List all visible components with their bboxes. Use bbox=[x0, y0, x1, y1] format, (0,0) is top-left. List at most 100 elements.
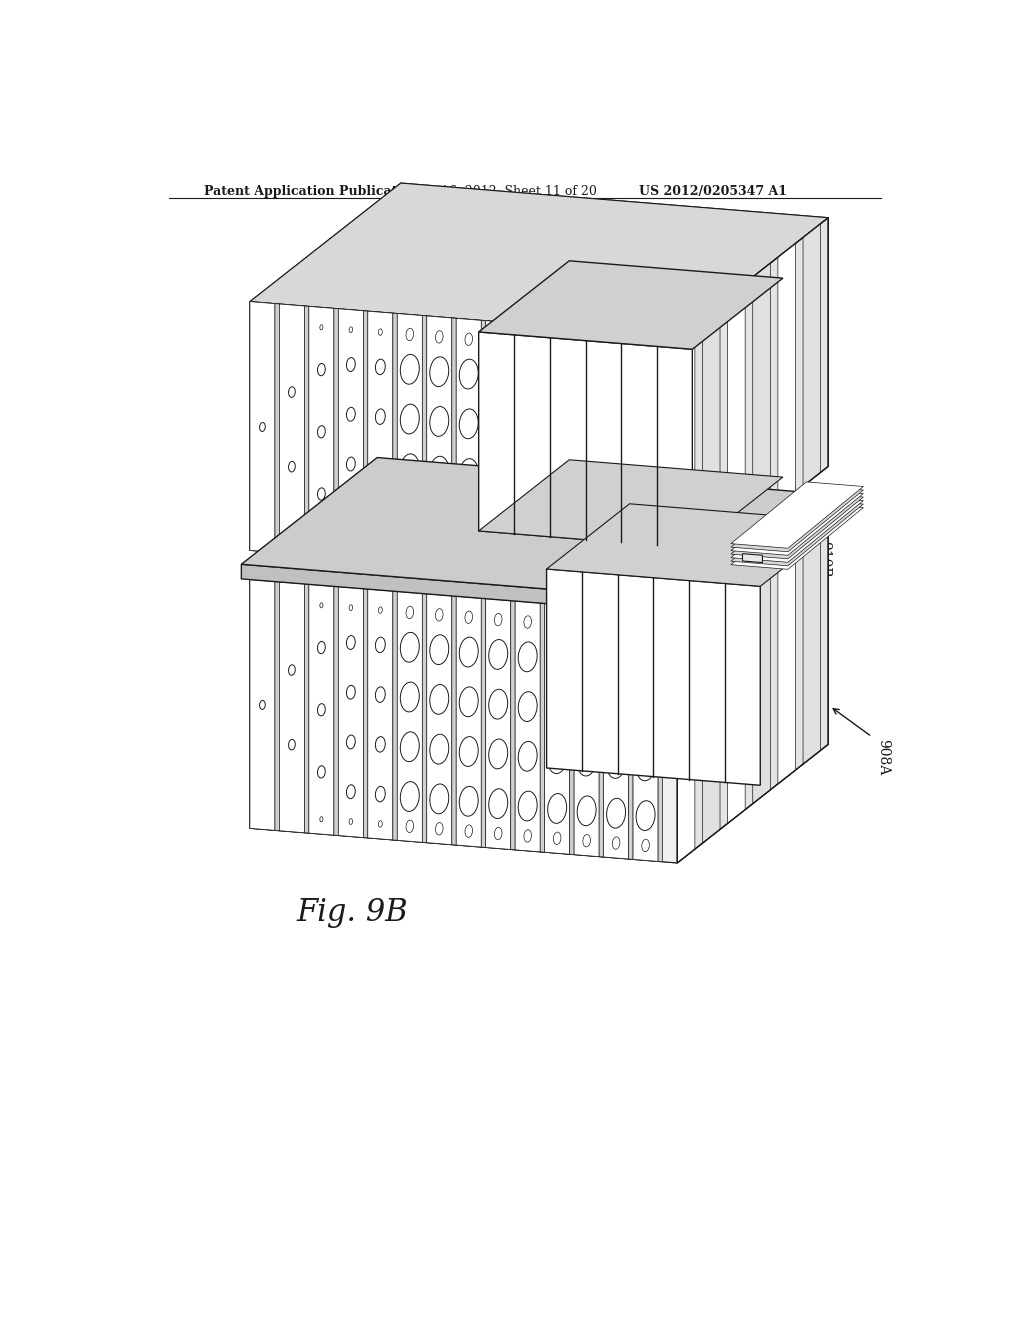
Polygon shape bbox=[728, 282, 745, 545]
Ellipse shape bbox=[406, 606, 414, 619]
Polygon shape bbox=[397, 314, 422, 565]
Ellipse shape bbox=[346, 457, 355, 471]
Ellipse shape bbox=[435, 822, 443, 836]
Ellipse shape bbox=[319, 603, 323, 607]
Ellipse shape bbox=[260, 701, 265, 709]
Polygon shape bbox=[478, 331, 692, 548]
Ellipse shape bbox=[583, 343, 591, 355]
Polygon shape bbox=[803, 223, 820, 486]
Ellipse shape bbox=[524, 616, 531, 628]
Ellipse shape bbox=[495, 614, 502, 626]
Ellipse shape bbox=[642, 347, 649, 360]
Ellipse shape bbox=[578, 418, 596, 449]
Ellipse shape bbox=[406, 329, 414, 341]
Polygon shape bbox=[778, 243, 796, 506]
Ellipse shape bbox=[319, 817, 323, 822]
Polygon shape bbox=[731, 482, 863, 548]
Polygon shape bbox=[250, 579, 275, 830]
Polygon shape bbox=[629, 333, 633, 581]
Ellipse shape bbox=[636, 374, 655, 404]
Ellipse shape bbox=[378, 607, 382, 614]
Polygon shape bbox=[677, 218, 828, 585]
Ellipse shape bbox=[583, 557, 591, 569]
Ellipse shape bbox=[376, 359, 385, 375]
Ellipse shape bbox=[606, 698, 626, 729]
Ellipse shape bbox=[553, 832, 561, 845]
Ellipse shape bbox=[378, 329, 382, 335]
Ellipse shape bbox=[260, 422, 265, 432]
Ellipse shape bbox=[518, 463, 538, 494]
Ellipse shape bbox=[518, 742, 538, 771]
Ellipse shape bbox=[612, 837, 620, 849]
Ellipse shape bbox=[319, 539, 323, 544]
Polygon shape bbox=[742, 553, 763, 562]
Polygon shape bbox=[427, 594, 452, 845]
Ellipse shape bbox=[553, 341, 561, 352]
Polygon shape bbox=[478, 459, 783, 548]
Ellipse shape bbox=[376, 638, 385, 652]
Polygon shape bbox=[569, 327, 574, 577]
Ellipse shape bbox=[518, 642, 538, 672]
Ellipse shape bbox=[518, 364, 538, 393]
Ellipse shape bbox=[548, 793, 566, 824]
Ellipse shape bbox=[400, 731, 419, 762]
Ellipse shape bbox=[465, 333, 472, 346]
Ellipse shape bbox=[488, 412, 508, 441]
Ellipse shape bbox=[636, 751, 655, 780]
Ellipse shape bbox=[460, 686, 478, 717]
Ellipse shape bbox=[488, 640, 508, 669]
Ellipse shape bbox=[553, 554, 561, 566]
Ellipse shape bbox=[583, 834, 591, 847]
Ellipse shape bbox=[400, 781, 419, 812]
Polygon shape bbox=[731, 492, 863, 558]
Polygon shape bbox=[304, 306, 309, 556]
Ellipse shape bbox=[612, 345, 620, 358]
Ellipse shape bbox=[317, 425, 326, 438]
Polygon shape bbox=[603, 609, 629, 859]
Ellipse shape bbox=[460, 508, 478, 539]
Ellipse shape bbox=[349, 605, 352, 611]
Polygon shape bbox=[545, 326, 569, 577]
Polygon shape bbox=[338, 309, 364, 560]
Ellipse shape bbox=[465, 825, 472, 837]
Ellipse shape bbox=[460, 737, 478, 767]
Polygon shape bbox=[422, 315, 427, 565]
Ellipse shape bbox=[406, 820, 414, 833]
Polygon shape bbox=[275, 582, 280, 830]
Ellipse shape bbox=[460, 638, 478, 667]
Polygon shape bbox=[485, 599, 511, 850]
Ellipse shape bbox=[488, 739, 508, 768]
Ellipse shape bbox=[488, 789, 508, 818]
Polygon shape bbox=[397, 591, 422, 842]
Ellipse shape bbox=[642, 561, 649, 574]
Ellipse shape bbox=[578, 746, 596, 776]
Polygon shape bbox=[569, 606, 574, 854]
Ellipse shape bbox=[583, 620, 591, 634]
Polygon shape bbox=[633, 333, 658, 583]
Ellipse shape bbox=[524, 552, 531, 564]
Polygon shape bbox=[309, 585, 334, 836]
Ellipse shape bbox=[548, 516, 566, 545]
Ellipse shape bbox=[518, 791, 538, 821]
Ellipse shape bbox=[553, 618, 561, 631]
Polygon shape bbox=[731, 488, 863, 556]
Polygon shape bbox=[778, 521, 796, 784]
Polygon shape bbox=[250, 183, 400, 550]
Polygon shape bbox=[427, 315, 452, 566]
Ellipse shape bbox=[376, 409, 385, 425]
Ellipse shape bbox=[430, 407, 449, 437]
Text: Fig. 9B: Fig. 9B bbox=[296, 898, 408, 928]
Text: 908B: 908B bbox=[781, 457, 795, 492]
Ellipse shape bbox=[606, 748, 626, 779]
Ellipse shape bbox=[430, 635, 449, 664]
Polygon shape bbox=[677, 601, 695, 863]
Polygon shape bbox=[511, 323, 515, 572]
Polygon shape bbox=[364, 589, 368, 838]
Polygon shape bbox=[457, 597, 481, 847]
Polygon shape bbox=[515, 601, 541, 851]
Ellipse shape bbox=[488, 689, 508, 719]
Ellipse shape bbox=[518, 692, 538, 722]
Ellipse shape bbox=[636, 523, 655, 553]
Polygon shape bbox=[541, 325, 545, 574]
Polygon shape bbox=[731, 499, 863, 566]
